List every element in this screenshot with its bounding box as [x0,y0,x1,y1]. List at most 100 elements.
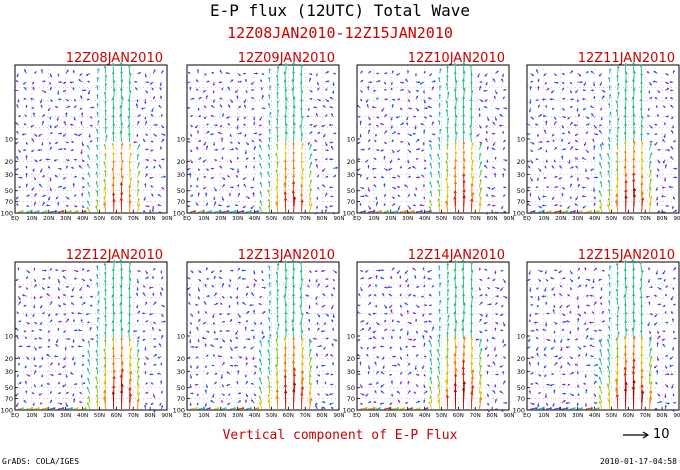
flux-arrow [670,311,674,315]
flux-arrow [70,345,74,348]
flux-arrow [195,202,199,207]
flux-arrow [236,301,239,306]
flux-arrow [194,383,199,386]
x-tick-label: 10N [368,413,379,419]
flux-arrow [210,133,215,136]
flux-arrow [58,373,62,376]
flux-arrow [439,68,442,74]
flux-arrow [373,293,377,297]
flux-arrow [641,141,644,150]
flux-arrow [212,99,215,104]
flux-arrow [412,312,417,315]
flux-arrow [95,205,99,213]
flux-arrow [415,407,421,410]
flux-arrow [454,293,458,305]
flux-arrow [502,96,505,100]
flux-arrow [367,370,370,375]
flux-arrow [562,210,569,213]
flux-arrow [259,190,263,197]
flux-arrow [411,345,416,348]
flux-arrow [228,304,231,309]
flux-arrow [15,327,19,332]
flux-arrow [330,354,334,357]
flux-arrow [469,98,473,108]
flux-arrow [396,149,401,153]
flux-arrow [111,337,115,347]
flux-arrow [422,267,425,271]
flux-arrow [574,140,579,143]
flux-arrow [236,287,239,291]
flux-arrow [407,133,413,137]
flux-arrow [397,158,401,161]
flux-arrow [471,142,474,150]
flux-arrow [561,186,566,190]
flux-arrow [72,338,75,344]
flux-arrow [590,286,594,289]
flux-arrow [649,178,653,188]
flux-arrow [206,372,209,375]
flux-arrow [47,345,51,348]
flux-arrow [569,310,572,314]
flux-arrow [576,99,579,103]
flux-arrow [185,81,191,84]
flux-arrow [136,188,140,197]
flux-arrow [567,116,571,120]
flux-arrow [577,276,581,280]
flux-arrow [317,373,321,377]
flux-arrow [136,398,140,410]
flux-arrow [437,188,441,197]
y-tick-label: 50 [177,187,185,195]
flux-arrow [475,338,480,341]
flux-arrow [601,269,605,272]
flux-arrow [672,346,675,351]
flux-arrow [225,116,231,119]
flux-arrow [189,86,192,91]
flux-arrow [320,330,326,333]
flux-arrow [258,376,263,385]
x-tick-label: 70N [300,216,311,222]
flux-arrow [479,141,483,144]
flux-arrow [446,296,450,305]
flux-arrow [253,321,257,325]
flux-arrow [197,296,200,300]
flux-arrow [89,140,93,143]
flux-arrow [423,107,429,110]
flux-arrow [229,133,232,138]
flux-arrow [569,278,574,283]
flux-arrow [470,197,474,213]
flux-arrow [332,211,335,215]
flux-arrow [317,131,321,135]
flux-arrow [558,356,563,360]
flux-arrow [365,98,369,103]
flux-arrow [479,169,483,178]
flux-arrow [601,320,606,323]
flux-arrow [359,202,362,206]
flux-arrow [383,130,388,135]
flux-arrow [671,116,674,120]
flux-arrow [615,99,619,108]
flux-arrow [253,210,260,213]
x-tick-label: 90N [333,413,344,419]
flux-arrow [640,124,644,134]
flux-arrow [73,277,78,280]
flux-arrow [373,176,377,179]
flux-arrow [150,149,154,152]
flux-arrow [78,79,83,83]
flux-arrow [300,151,303,160]
flux-arrow [356,104,361,109]
flux-arrow [267,339,271,347]
y-tick-label: 10 [347,136,355,144]
flux-arrow [312,337,318,340]
flux-arrow [584,402,588,407]
flux-arrow [15,196,19,200]
flux-arrow [111,293,115,305]
flux-arrow [217,355,223,358]
flux-arrow [23,123,27,126]
flux-arrow [300,277,304,288]
flux-arrow [245,310,250,315]
flux-arrow [533,321,539,324]
flux-arrow [502,370,505,375]
flux-arrow [649,286,654,289]
flux-arrow [62,81,67,84]
flux-arrow [96,273,99,280]
